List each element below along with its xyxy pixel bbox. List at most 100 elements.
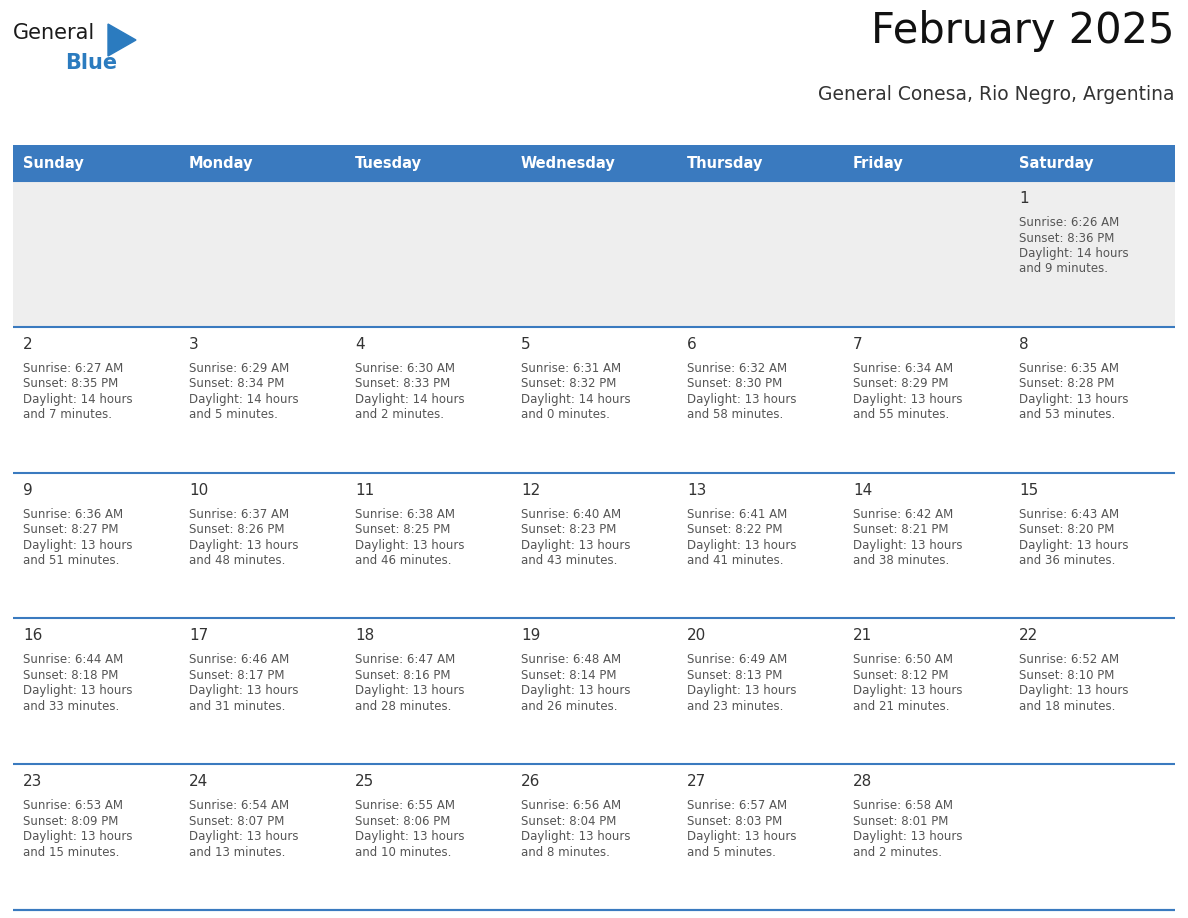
Text: Sunset: 8:32 PM: Sunset: 8:32 PM [522, 377, 617, 390]
Text: Daylight: 13 hours: Daylight: 13 hours [853, 685, 962, 698]
Bar [13, 145, 179, 181]
Text: 21: 21 [853, 629, 872, 644]
Bar [511, 145, 677, 181]
Text: Sunset: 8:18 PM: Sunset: 8:18 PM [23, 669, 119, 682]
Text: Daylight: 13 hours: Daylight: 13 hours [853, 393, 962, 406]
Text: Sunrise: 6:30 AM: Sunrise: 6:30 AM [355, 362, 455, 375]
Bar [13, 473, 1175, 619]
Text: and 28 minutes.: and 28 minutes. [355, 700, 451, 713]
Text: 9: 9 [23, 483, 33, 498]
Text: Daylight: 13 hours: Daylight: 13 hours [189, 685, 298, 698]
Text: Sunset: 8:16 PM: Sunset: 8:16 PM [355, 669, 450, 682]
Text: and 43 minutes.: and 43 minutes. [522, 554, 618, 567]
Text: and 2 minutes.: and 2 minutes. [853, 845, 942, 858]
Text: 1: 1 [1019, 191, 1029, 206]
Text: Daylight: 13 hours: Daylight: 13 hours [189, 830, 298, 844]
Text: Sunset: 8:27 PM: Sunset: 8:27 PM [23, 523, 119, 536]
Text: 2: 2 [23, 337, 32, 352]
Text: Blue: Blue [65, 53, 118, 73]
Text: Daylight: 13 hours: Daylight: 13 hours [687, 539, 796, 552]
Text: Sunset: 8:22 PM: Sunset: 8:22 PM [687, 523, 783, 536]
Text: Daylight: 13 hours: Daylight: 13 hours [687, 393, 796, 406]
Text: and 9 minutes.: and 9 minutes. [1019, 263, 1108, 275]
Text: Sunset: 8:35 PM: Sunset: 8:35 PM [23, 377, 119, 390]
Text: Sunday: Sunday [23, 155, 83, 171]
Bar [13, 181, 1175, 327]
Text: and 5 minutes.: and 5 minutes. [687, 845, 776, 858]
Text: Daylight: 13 hours: Daylight: 13 hours [189, 539, 298, 552]
Text: 15: 15 [1019, 483, 1038, 498]
Text: Sunrise: 6:50 AM: Sunrise: 6:50 AM [853, 654, 953, 666]
Text: Sunrise: 6:47 AM: Sunrise: 6:47 AM [355, 654, 455, 666]
Text: Sunset: 8:09 PM: Sunset: 8:09 PM [23, 814, 119, 828]
Bar [345, 145, 511, 181]
Text: and 48 minutes.: and 48 minutes. [189, 554, 285, 567]
Text: and 7 minutes.: and 7 minutes. [23, 409, 112, 421]
Text: Sunset: 8:20 PM: Sunset: 8:20 PM [1019, 523, 1114, 536]
Text: Sunset: 8:21 PM: Sunset: 8:21 PM [853, 523, 948, 536]
Text: Daylight: 14 hours: Daylight: 14 hours [355, 393, 465, 406]
Text: Sunrise: 6:29 AM: Sunrise: 6:29 AM [189, 362, 289, 375]
Text: 20: 20 [687, 629, 706, 644]
Text: Sunset: 8:13 PM: Sunset: 8:13 PM [687, 669, 783, 682]
Text: and 10 minutes.: and 10 minutes. [355, 845, 451, 858]
Text: 4: 4 [355, 337, 365, 352]
Text: Sunrise: 6:43 AM: Sunrise: 6:43 AM [1019, 508, 1119, 521]
Text: Sunset: 8:33 PM: Sunset: 8:33 PM [355, 377, 450, 390]
Text: Sunset: 8:12 PM: Sunset: 8:12 PM [853, 669, 948, 682]
Text: Daylight: 13 hours: Daylight: 13 hours [853, 539, 962, 552]
Text: Sunrise: 6:54 AM: Sunrise: 6:54 AM [189, 800, 289, 812]
Text: Sunrise: 6:27 AM: Sunrise: 6:27 AM [23, 362, 124, 375]
Text: and 33 minutes.: and 33 minutes. [23, 700, 119, 713]
Text: Daylight: 13 hours: Daylight: 13 hours [355, 830, 465, 844]
Text: Daylight: 13 hours: Daylight: 13 hours [522, 539, 631, 552]
Text: General Conesa, Rio Negro, Argentina: General Conesa, Rio Negro, Argentina [819, 85, 1175, 104]
Text: 7: 7 [853, 337, 862, 352]
Text: Sunrise: 6:58 AM: Sunrise: 6:58 AM [853, 800, 953, 812]
Text: Sunset: 8:34 PM: Sunset: 8:34 PM [189, 377, 284, 390]
Text: Sunrise: 6:40 AM: Sunrise: 6:40 AM [522, 508, 621, 521]
Text: Sunrise: 6:32 AM: Sunrise: 6:32 AM [687, 362, 788, 375]
Text: and 2 minutes.: and 2 minutes. [355, 409, 444, 421]
Bar [1009, 145, 1175, 181]
Text: Sunrise: 6:53 AM: Sunrise: 6:53 AM [23, 800, 124, 812]
Text: and 53 minutes.: and 53 minutes. [1019, 409, 1116, 421]
Text: Daylight: 13 hours: Daylight: 13 hours [687, 830, 796, 844]
Text: Sunrise: 6:46 AM: Sunrise: 6:46 AM [189, 654, 289, 666]
Text: Sunrise: 6:55 AM: Sunrise: 6:55 AM [355, 800, 455, 812]
Text: Daylight: 13 hours: Daylight: 13 hours [1019, 539, 1129, 552]
Text: Tuesday: Tuesday [355, 155, 422, 171]
Text: Daylight: 13 hours: Daylight: 13 hours [355, 685, 465, 698]
Text: Sunset: 8:14 PM: Sunset: 8:14 PM [522, 669, 617, 682]
Text: 25: 25 [355, 774, 374, 789]
Text: Sunset: 8:04 PM: Sunset: 8:04 PM [522, 814, 617, 828]
Text: Sunrise: 6:56 AM: Sunrise: 6:56 AM [522, 800, 621, 812]
Text: 6: 6 [687, 337, 696, 352]
Bar [179, 145, 345, 181]
Text: 12: 12 [522, 483, 541, 498]
Text: Sunset: 8:23 PM: Sunset: 8:23 PM [522, 523, 617, 536]
Text: Daylight: 13 hours: Daylight: 13 hours [23, 685, 133, 698]
Text: and 51 minutes.: and 51 minutes. [23, 554, 119, 567]
Text: Daylight: 13 hours: Daylight: 13 hours [23, 539, 133, 552]
Text: and 21 minutes.: and 21 minutes. [853, 700, 949, 713]
Text: Daylight: 13 hours: Daylight: 13 hours [355, 539, 465, 552]
Text: Sunrise: 6:36 AM: Sunrise: 6:36 AM [23, 508, 124, 521]
Text: and 18 minutes.: and 18 minutes. [1019, 700, 1116, 713]
Text: 27: 27 [687, 774, 706, 789]
Text: Sunset: 8:36 PM: Sunset: 8:36 PM [1019, 231, 1114, 244]
Text: and 8 minutes.: and 8 minutes. [522, 845, 609, 858]
Text: 24: 24 [189, 774, 208, 789]
Text: Sunrise: 6:57 AM: Sunrise: 6:57 AM [687, 800, 788, 812]
Bar [13, 619, 1175, 764]
Text: Sunrise: 6:34 AM: Sunrise: 6:34 AM [853, 362, 953, 375]
Text: Sunrise: 6:41 AM: Sunrise: 6:41 AM [687, 508, 788, 521]
Text: Sunset: 8:01 PM: Sunset: 8:01 PM [853, 814, 948, 828]
Text: 26: 26 [522, 774, 541, 789]
Text: Sunrise: 6:38 AM: Sunrise: 6:38 AM [355, 508, 455, 521]
Text: and 23 minutes.: and 23 minutes. [687, 700, 783, 713]
Text: Sunset: 8:07 PM: Sunset: 8:07 PM [189, 814, 284, 828]
Text: 14: 14 [853, 483, 872, 498]
Text: Sunrise: 6:42 AM: Sunrise: 6:42 AM [853, 508, 953, 521]
Text: Daylight: 14 hours: Daylight: 14 hours [522, 393, 631, 406]
